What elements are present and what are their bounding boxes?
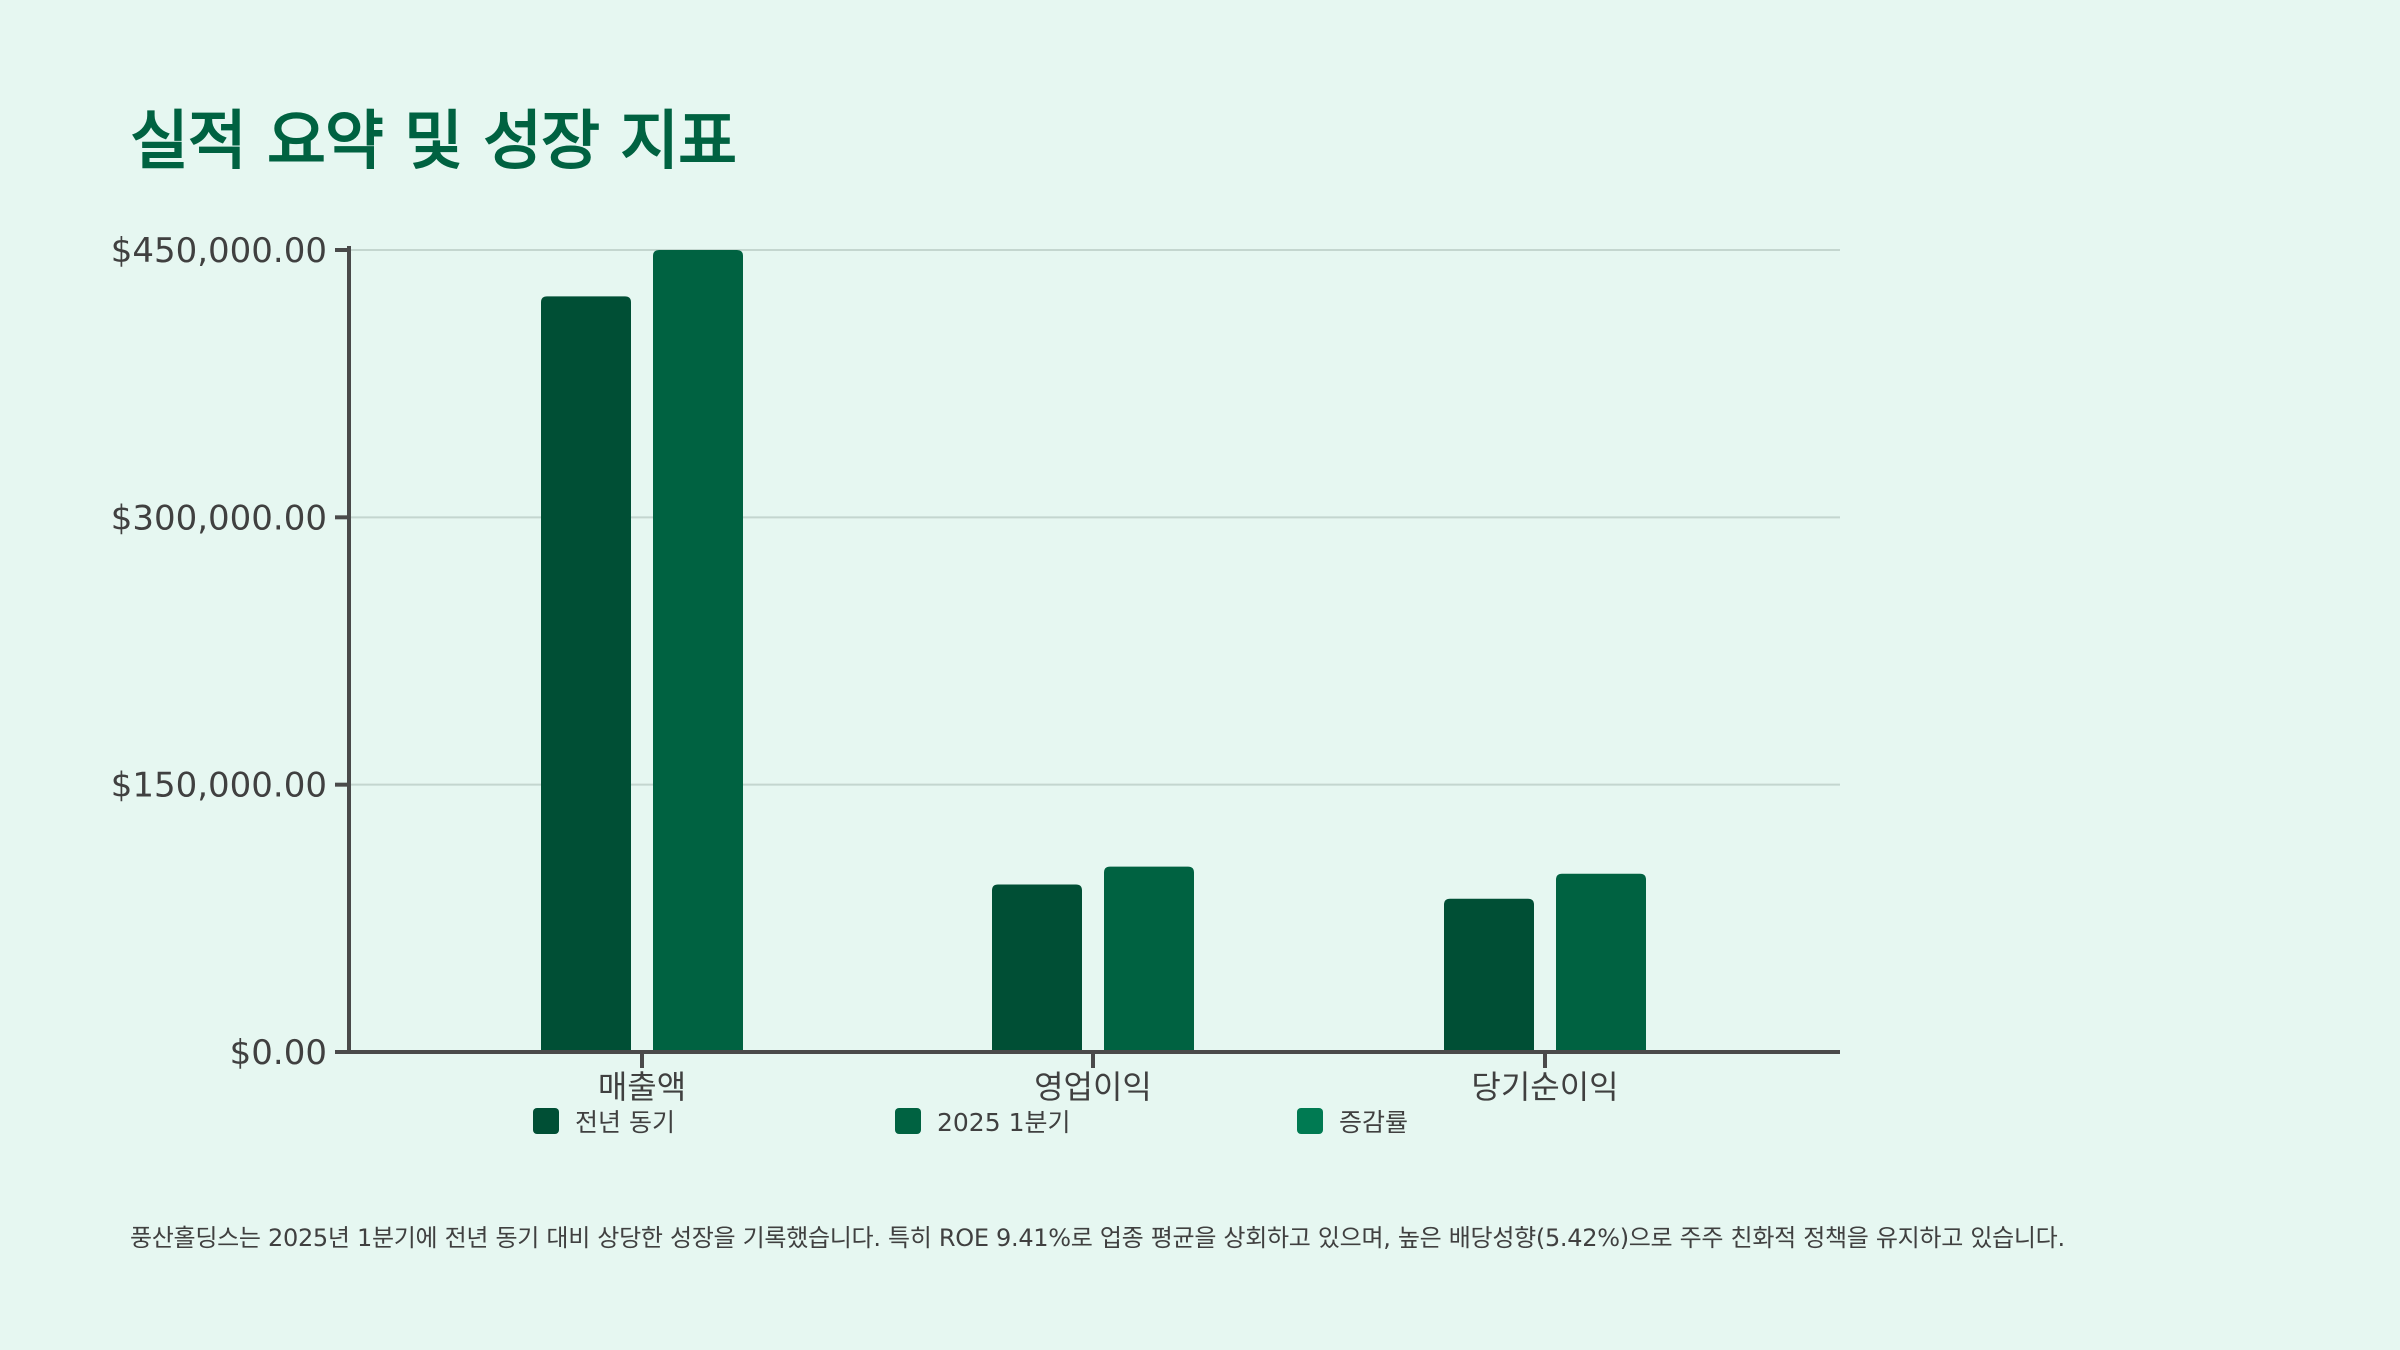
x-tick-label: 영업이익 (1034, 1068, 1152, 1106)
summary-footnote: 풍산홀딩스는 2025년 1분기에 전년 동기 대비 상당한 성장을 기록했습니… (130, 1224, 2065, 1252)
legend-swatch (895, 1108, 921, 1134)
axes (335, 246, 1840, 1068)
y-tick-label: $300,000.00 (111, 498, 327, 538)
bar-prev-year-2 (1444, 898, 1534, 1052)
legend-swatch (1297, 1108, 1323, 1134)
bar-prev-year-1 (992, 884, 1082, 1052)
bar-current-2 (1556, 873, 1646, 1052)
tick-labels: $0.00 $150,000.00 $300,000.00 $450,000.00 매출… (111, 231, 1619, 1106)
legend-item: 2025 1분기 (895, 1103, 1070, 1139)
y-tick-label: $450,000.00 (111, 231, 327, 271)
bar-prev-year-0 (541, 296, 631, 1052)
legend-label: 증감률 (1339, 1108, 1409, 1137)
x-tick-label: 당기순이익 (1471, 1068, 1618, 1106)
page-title: 실적 요약 및 성장 지표 (130, 105, 737, 179)
bars (541, 250, 1646, 1052)
chart-legend: 전년 동기 2025 1분기 증감률 (0, 1103, 2400, 1139)
y-tick-label: $150,000.00 (111, 766, 327, 806)
bar-current-1 (1104, 866, 1194, 1052)
legend-item: 전년 동기 (533, 1103, 675, 1139)
legend-label: 2025 1분기 (937, 1108, 1071, 1137)
y-tick-label: $0.00 (230, 1033, 327, 1073)
legend-swatch (533, 1108, 559, 1134)
legend-item: 증감률 (1297, 1103, 1408, 1139)
bar-current-0 (653, 250, 743, 1052)
legend-label: 전년 동기 (575, 1108, 675, 1137)
x-tick-label: 매출액 (598, 1068, 686, 1106)
